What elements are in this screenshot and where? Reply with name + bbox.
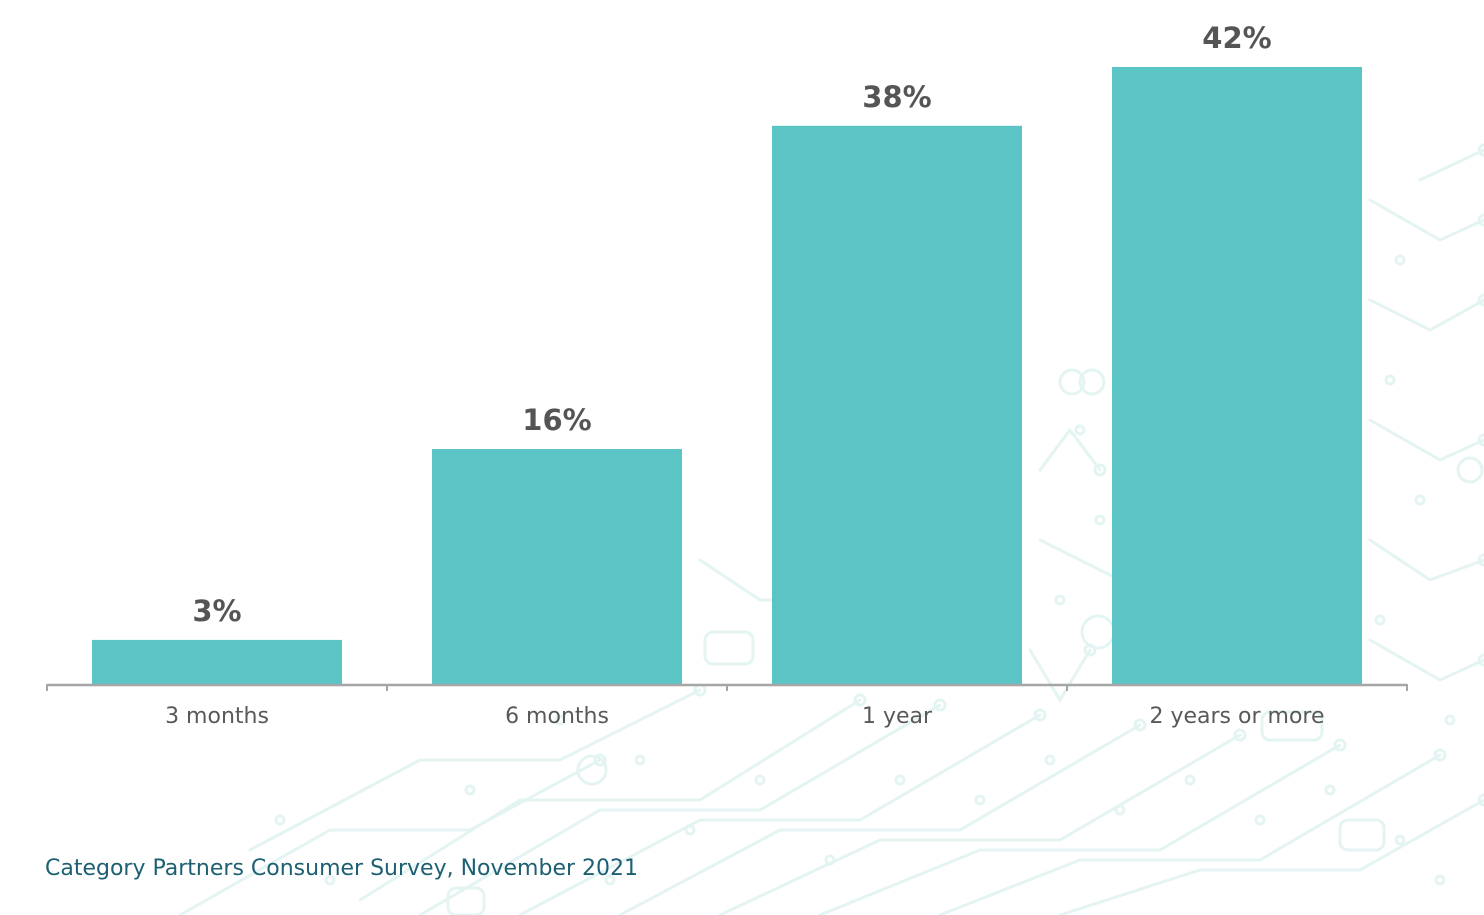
labels-layer: 3% 3 months 16% 6 months 38% 1 year 42% 2 years… — [165, 21, 1324, 729]
category-label-0: 3 months — [165, 704, 269, 729]
category-label-2: 1 year — [862, 704, 933, 729]
category-label-3: 2 years or more — [1149, 704, 1324, 729]
data-label-3: 42% — [1202, 21, 1271, 55]
bar-2 — [772, 125, 1022, 685]
category-label-1: 6 months — [505, 704, 609, 729]
x-axis — [46, 683, 1408, 691]
bar-3 — [1112, 67, 1362, 684]
data-label-2: 38% — [862, 80, 931, 114]
bars-layer — [92, 67, 1362, 685]
bar-1 — [432, 449, 682, 684]
data-label-1: 16% — [522, 403, 591, 437]
source-note: Category Partners Consumer Survey, Novem… — [45, 856, 639, 881]
data-label-0: 3% — [192, 594, 241, 628]
bar-0 — [92, 639, 342, 684]
